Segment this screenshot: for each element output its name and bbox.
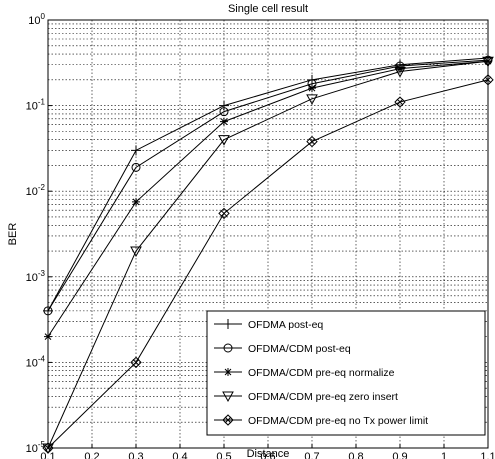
data-point-marker xyxy=(306,135,318,148)
x-tick-label: 0.6 xyxy=(260,451,275,459)
series-line xyxy=(47,60,489,449)
x-tick-label: 0.1 xyxy=(40,451,55,459)
x-tick-label: 0.3 xyxy=(128,451,143,459)
data-point-marker xyxy=(482,56,494,68)
legend-entry: OFDMA post-eq xyxy=(248,319,323,331)
data-point-marker xyxy=(130,356,142,369)
legend-marker xyxy=(223,343,233,353)
series-1 xyxy=(43,52,493,316)
data-point-marker xyxy=(308,138,316,145)
data-point-marker xyxy=(219,107,229,117)
y-tick-label: 10-5 xyxy=(26,440,46,455)
legend-marker xyxy=(223,319,233,329)
data-point-marker xyxy=(219,100,229,111)
x-axis-ticks: 0.1 0.2 0.3 0.4 0.5 0.6 0.7 0.8 0.9 1 1.1 xyxy=(40,444,495,459)
x-tick-label: 0.2 xyxy=(84,451,99,459)
data-point-marker xyxy=(132,197,140,206)
series-group xyxy=(42,52,494,455)
data-point-marker xyxy=(308,84,316,93)
data-point-marker xyxy=(42,442,54,454)
legend: OFDMA post-eq OFDMA/CDM post-eq OFDMA/CDM … xyxy=(206,310,486,436)
legend-entry: OFDMA/CDM pre-eq normalize xyxy=(248,367,395,379)
data-point-marker xyxy=(220,117,228,126)
x-tick-label: 0.5 xyxy=(216,451,231,459)
series-5 xyxy=(42,74,494,454)
data-point-marker xyxy=(131,145,141,156)
x-tick-label: 0.4 xyxy=(172,451,187,459)
x-tick-label: 1.1 xyxy=(480,451,495,459)
legend-marker xyxy=(224,368,232,376)
legend-marker xyxy=(222,414,234,426)
series-line xyxy=(47,59,489,312)
y-axis-ticks: 10-5 10-4 10-3 10-2 10-1 100 xyxy=(26,12,52,455)
legend-marker xyxy=(224,416,232,424)
y-tick-label: 10-3 xyxy=(26,269,46,284)
data-point-marker xyxy=(482,74,494,86)
data-point-marker xyxy=(394,67,406,78)
series-3 xyxy=(44,57,492,341)
legend-entry: OFDMA/CDM pre-eq no Tx power limit xyxy=(248,415,428,427)
x-tick-label: 1 xyxy=(441,451,447,459)
data-point-marker xyxy=(396,64,404,73)
y-tick-label: 10-4 xyxy=(26,354,46,369)
legend-box xyxy=(206,310,486,436)
data-point-marker xyxy=(396,98,404,106)
y-axis-label: BER xyxy=(7,223,19,246)
series-line xyxy=(47,60,489,337)
x-tick-label: 0.7 xyxy=(304,451,319,459)
series-4 xyxy=(42,56,494,455)
x-tick-label: 0.8 xyxy=(348,451,363,459)
series-line xyxy=(47,79,489,449)
data-point-marker xyxy=(43,306,53,316)
chart-title: Single cell result xyxy=(228,3,308,15)
data-point-marker xyxy=(306,94,318,105)
data-point-marker xyxy=(43,305,53,316)
data-point-marker xyxy=(484,76,492,84)
y-tick-label: 10-2 xyxy=(26,183,46,198)
data-point-marker xyxy=(394,96,406,108)
y-tick-label: 100 xyxy=(28,12,45,27)
data-point-marker xyxy=(44,332,52,341)
data-point-marker xyxy=(218,135,230,146)
series-line xyxy=(47,57,489,312)
y-tick-label: 10-1 xyxy=(26,98,46,113)
data-point-marker xyxy=(220,210,228,217)
data-point-marker xyxy=(44,444,52,452)
x-tick-label: 0.9 xyxy=(392,451,407,459)
data-point-marker xyxy=(218,207,230,220)
data-point-marker xyxy=(131,162,141,172)
legend-entry: OFDMA/CDM pre-eq zero insert xyxy=(248,391,398,403)
data-point-marker xyxy=(42,443,54,455)
legend-marker xyxy=(222,391,234,403)
data-point-marker xyxy=(484,57,492,66)
legend-entry: OFDMA/CDM post-eq xyxy=(248,343,351,355)
data-point-marker xyxy=(130,246,142,258)
x-axis-label: Distance xyxy=(247,448,290,459)
data-point-marker xyxy=(132,359,140,366)
